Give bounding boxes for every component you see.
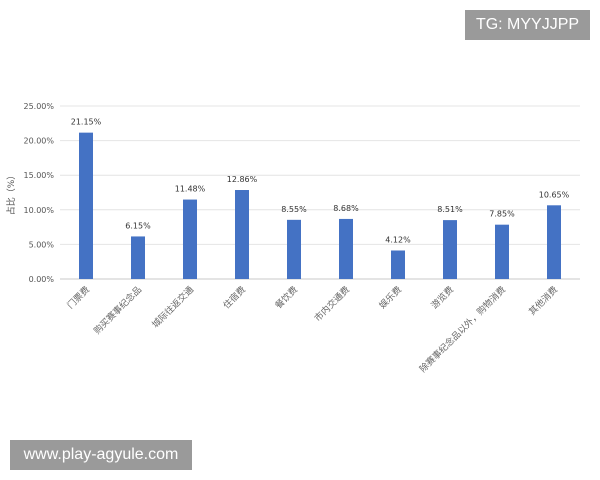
watermark-top: TG: MYYJJPP bbox=[465, 10, 590, 40]
bar bbox=[495, 224, 509, 279]
bar bbox=[339, 218, 353, 279]
data-label: 21.15% bbox=[71, 118, 102, 127]
bar bbox=[183, 199, 197, 279]
bar bbox=[443, 220, 457, 279]
bar bbox=[235, 190, 249, 279]
bar bbox=[79, 132, 93, 279]
x-tick-label: 游览费 bbox=[429, 284, 457, 312]
watermark-bottom: www.play-agyule.com bbox=[10, 440, 192, 470]
y-tick-label: 20.00% bbox=[23, 137, 54, 146]
data-label: 8.55% bbox=[281, 205, 307, 214]
data-label: 7.85% bbox=[489, 210, 515, 219]
x-tick-label: 餐饮费 bbox=[273, 284, 301, 312]
data-label: 8.51% bbox=[437, 205, 463, 214]
y-tick-label: 25.00% bbox=[23, 102, 54, 111]
data-label: 10.65% bbox=[539, 190, 570, 199]
y-axis-label: 占比（%） bbox=[5, 171, 17, 216]
bar bbox=[391, 250, 405, 279]
data-label: 6.15% bbox=[125, 221, 151, 230]
x-tick-label: 城际往返交通 bbox=[149, 284, 196, 331]
y-tick-label: 5.00% bbox=[29, 240, 55, 249]
data-label: 12.86% bbox=[227, 175, 258, 184]
data-label: 8.68% bbox=[333, 204, 359, 213]
x-tick-label: 门票费 bbox=[65, 284, 93, 312]
x-tick-label: 市内交通费 bbox=[312, 284, 352, 324]
x-tick-label: 住宿费 bbox=[221, 284, 249, 312]
y-tick-label: 10.00% bbox=[23, 206, 54, 215]
y-tick-label: 15.00% bbox=[23, 171, 54, 180]
x-tick-label: 除赛事纪念品以外，购物消费 bbox=[417, 284, 508, 375]
data-label: 4.12% bbox=[385, 235, 411, 244]
x-tick-label: 其他消费 bbox=[526, 284, 560, 318]
x-tick-label: 娱乐费 bbox=[377, 284, 405, 312]
bar bbox=[287, 219, 301, 279]
bar bbox=[131, 236, 145, 279]
y-tick-label: 0.00% bbox=[29, 275, 55, 284]
x-tick-label: 购买赛事纪念品 bbox=[91, 284, 144, 337]
bar bbox=[547, 205, 561, 279]
data-label: 11.48% bbox=[175, 185, 206, 194]
